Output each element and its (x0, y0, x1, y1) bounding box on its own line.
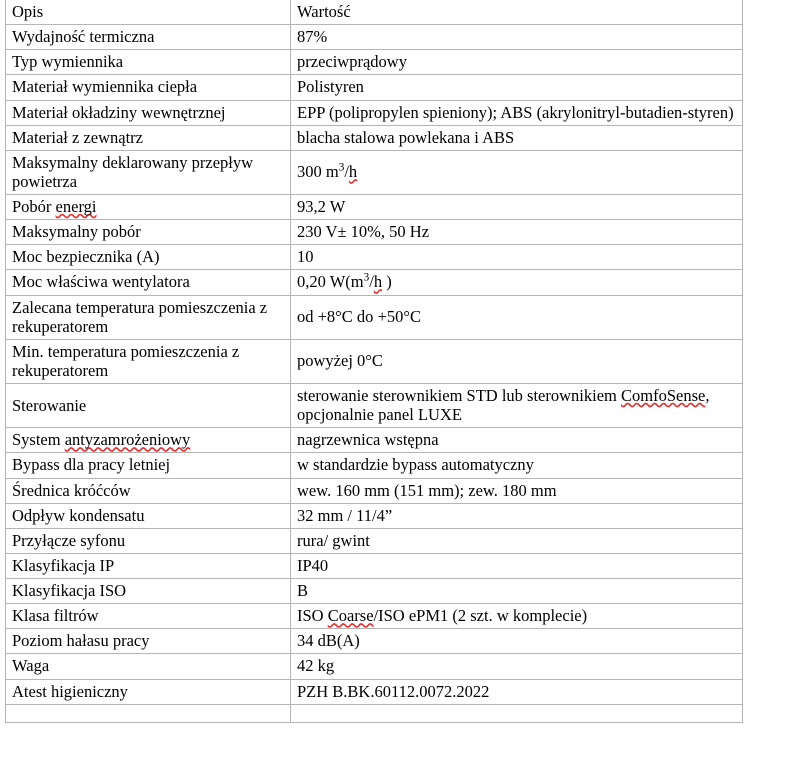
cell-description: Materiał z zewnątrz (5, 124, 291, 151)
table-row: Min. temperatura pomieszczenia z rekuper… (5, 338, 743, 385)
cell-description: Bypass dla pracy letniej (5, 452, 291, 479)
table-row: Atest higieniczny PZH B.BK.60112.0072.202… (5, 678, 743, 705)
cell-description: Moc właściwa wentylatora (5, 269, 291, 296)
cell-value: 10 (290, 244, 743, 271)
cell-description: Pobór energi (5, 193, 291, 221)
spellcheck-underlined-text: h (348, 162, 358, 182)
cell-value: 87% (290, 24, 743, 51)
cell-value: 0,20 W(m3/h ) (290, 269, 743, 296)
spellcheck-underlined-text: energi (55, 197, 97, 216)
cell-description: Materiał wymiennika ciepła (5, 74, 291, 101)
table-row: Poziom hałasu pracy 34 dB(A) (5, 628, 743, 655)
cell-description: Odpływ kondensatu (5, 502, 291, 529)
cell-value: 42 kg (290, 653, 743, 680)
cell-description: Typ wymiennika (5, 49, 291, 76)
cell-value: nagrzewnica wstępna (290, 427, 743, 454)
cell-value: sterowanie sterownikiem STD lub sterowni… (290, 382, 743, 429)
cell-description: Waga (5, 653, 291, 680)
table-row: Wydajność termiczna 87% (5, 24, 743, 51)
cell-value: blacha stalowa powlekana i ABS (290, 124, 743, 151)
spellcheck-underlined-text: Coarse (327, 606, 374, 626)
column-header-description-label: Opis (12, 2, 44, 21)
partial-cell-value (290, 703, 743, 723)
cell-description: Poziom hałasu pracy (5, 628, 291, 655)
cell-description: Klasa filtrów (5, 603, 291, 630)
cell-value: ISO Coarse/ISO ePM1 (2 szt. w komplecie) (290, 603, 743, 630)
spellcheck-underlined-text: antyzamrożeniowy (64, 430, 191, 450)
cell-value: rura/ gwint (290, 527, 743, 554)
table-body: Opis Wartość Wydajność termiczna 87% Typ w… (5, 0, 743, 723)
table-row: Typ wymiennika przeciwprądowy (5, 49, 743, 76)
cell-value: wew. 160 mm (151 mm); zew. 180 mm (290, 477, 743, 504)
table-row: Waga 42 kg (5, 653, 743, 680)
spellcheck-underlined-text: h (373, 272, 383, 292)
cell-value: IP40 (290, 552, 743, 580)
table-row: Materiał z zewnątrz blacha stalowa powlek… (5, 124, 743, 151)
cell-value: EPP (polipropylen spieniony); ABS (akryl… (290, 99, 743, 126)
column-header-description: Opis (5, 0, 291, 26)
cell-description: Wydajność termiczna (5, 24, 291, 51)
cell-value: 34 dB(A) (290, 628, 743, 655)
column-header-value-label: Wartość (297, 2, 351, 21)
column-header-value: Wartość (290, 0, 743, 26)
cell-description: Moc bezpiecznika (A) (5, 244, 291, 271)
partial-cell-description (5, 703, 291, 723)
spec-table-container: Opis Wartość Wydajność termiczna 87% Typ w… (5, 0, 743, 723)
table-row: Zalecana temperatura pomieszczenia z rek… (5, 294, 743, 340)
cell-description: System antyzamrożeniowy (5, 427, 291, 454)
cell-description: Materiał okładziny wewnętrznej (5, 99, 291, 126)
table-row: Klasyfikacja IP IP40 (5, 552, 743, 580)
table-row: Moc bezpiecznika (A) 10 (5, 244, 743, 271)
cell-value: przeciwprądowy (290, 49, 743, 76)
table-row: Klasyfikacja ISO B (5, 577, 743, 605)
cell-description: Maksymalny deklarowany przepływ powietrz… (5, 149, 291, 196)
specification-table: Opis Wartość Wydajność termiczna 87% Typ w… (5, 0, 743, 723)
cell-value: B (290, 577, 743, 605)
table-row: Klasa filtrów ISO Coarse/ISO ePM1 (2 szt.… (5, 603, 743, 630)
cell-value: 32 mm / 11/4” (290, 502, 743, 529)
cell-description: Klasyfikacja ISO (5, 577, 291, 605)
cell-description: Średnica króćców (5, 477, 291, 504)
cell-value: 300 m3/h (290, 149, 743, 196)
table-row: Maksymalny pobór 230 V± 10%, 50 Hz (5, 219, 743, 246)
spellcheck-underlined-text: ComfoSense (620, 386, 706, 405)
table-row: Sterowanie sterowanie sterownikiem STD lu… (5, 382, 743, 429)
exponent: 3 (338, 161, 345, 174)
cell-value: w standardzie bypass automatyczny (290, 452, 743, 479)
table-row: Materiał okładziny wewnętrznej EPP (polip… (5, 99, 743, 126)
cell-value: od +8°C do +50°C (290, 294, 743, 340)
cell-description: Klasyfikacja IP (5, 552, 291, 580)
table-row: Średnica króćców wew. 160 mm (151 mm); ze… (5, 477, 743, 504)
table-row: Bypass dla pracy letniej w standardzie by… (5, 452, 743, 479)
table-row: Moc właściwa wentylatora 0,20 W(m3/h ) (5, 269, 743, 296)
table-row: Pobór energi 93,2 W (5, 193, 743, 221)
table-row: Maksymalny deklarowany przepływ powietrz… (5, 149, 743, 196)
cell-description: Maksymalny pobór (5, 219, 291, 246)
cell-value: 230 V± 10%, 50 Hz (290, 219, 743, 246)
cell-description: Zalecana temperatura pomieszczenia z rek… (5, 294, 291, 340)
cell-description: Atest higieniczny (5, 678, 291, 705)
table-row: Przyłącze syfonu rura/ gwint (5, 527, 743, 554)
cell-value: Polistyren (290, 74, 743, 101)
cell-description: Sterowanie (5, 382, 291, 429)
table-row-partial-bottom (5, 703, 743, 723)
cell-value: PZH B.BK.60112.0072.2022 (290, 678, 743, 705)
table-row: Materiał wymiennika ciepła Polistyren (5, 74, 743, 101)
cell-value: 93,2 W (290, 193, 743, 221)
cell-description: Przyłącze syfonu (5, 527, 291, 554)
table-row: System antyzamrożeniowy nagrzewnica wstęp… (5, 427, 743, 454)
cell-description: Min. temperatura pomieszczenia z rekuper… (5, 338, 291, 385)
table-header-row: Opis Wartość (5, 0, 743, 26)
exponent: 3 (363, 271, 370, 284)
cell-value: powyżej 0°C (290, 338, 743, 385)
table-row: Odpływ kondensatu 32 mm / 11/4” (5, 502, 743, 529)
